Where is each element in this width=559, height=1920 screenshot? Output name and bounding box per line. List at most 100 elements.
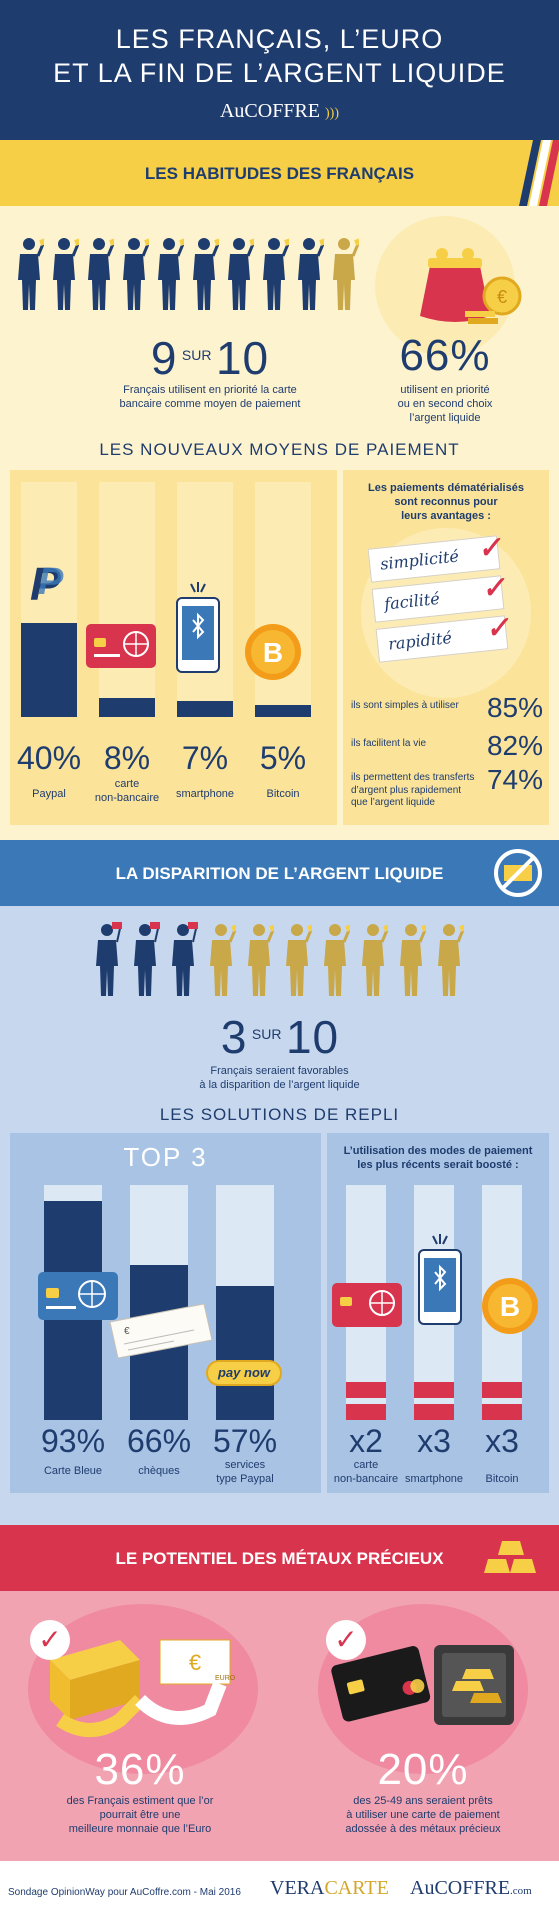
- boost-bar-value: x3: [417, 1423, 451, 1459]
- stat-9-sur-10: 9 SUR 10: [150, 332, 270, 384]
- checklist: simplicité ✓ facilité ✓ rapidité ✓: [343, 530, 549, 692]
- bar-fill: [177, 700, 233, 717]
- brand-arc-icon: ))): [325, 106, 340, 121]
- person-icon: [434, 922, 464, 996]
- bitcoin-icon-2: B: [482, 1278, 538, 1334]
- bar-fill: [255, 705, 311, 717]
- advantage-text: ils facilitent la vie: [351, 738, 427, 749]
- pay-now-button-icon: pay now: [206, 1360, 282, 1386]
- top3-title: TOP 3: [123, 1142, 208, 1172]
- bar-fill: [99, 698, 155, 717]
- top3-bar-fill: [216, 1286, 274, 1420]
- bar-label: non-bancaire: [94, 792, 160, 804]
- cheque-icon: €: [109, 1303, 213, 1359]
- stat-66-percent: 66%: [399, 331, 491, 380]
- boost-bar-segment: [346, 1404, 386, 1420]
- top3-bar-value: 57%: [212, 1423, 278, 1459]
- top3-bar-value: 93%: [40, 1423, 106, 1459]
- boost-bar-label: non-bancaire: [333, 1473, 399, 1485]
- stat-66-text-1: utilisent en priorité: [400, 384, 490, 396]
- check-badge-icon-2: ✓: [326, 1620, 366, 1660]
- advantage-value: 85%: [486, 692, 543, 723]
- checklist-item: rapidité ✓: [375, 610, 511, 663]
- people-row-9-of-10: [14, 236, 364, 316]
- section2-heading: LES NOUVEAUX MOYENS DE PAIEMENT: [99, 440, 460, 459]
- section1-body: 9 SUR 10 Français utilisent en priorité …: [0, 206, 559, 436]
- person-icon: [294, 236, 324, 310]
- section4-heading: LES SOLUTIONS DE REPLI: [159, 1105, 400, 1124]
- svg-text:€: €: [124, 1326, 130, 1337]
- bar-fill: [21, 623, 77, 717]
- advantages-title-1: Les paiements dématérialisés: [368, 482, 524, 494]
- bar-label: carte: [114, 778, 140, 790]
- boost-bar-segment: [346, 1382, 386, 1398]
- stat-36-percent: 36%: [94, 1745, 186, 1794]
- person-icon: [49, 236, 79, 310]
- boost-bar-value: x3: [485, 1423, 519, 1459]
- checklist-text: simplicité: [379, 546, 460, 574]
- person-icon: [130, 922, 160, 996]
- person-icon: [329, 236, 359, 310]
- svg-text:P: P: [30, 558, 61, 608]
- bar-value: 5%: [259, 740, 307, 776]
- check-badge-icon: ✓: [30, 1620, 70, 1660]
- checkmark-icon: ✓: [479, 570, 507, 606]
- section1-heading-band: LES HABITUDES DES FRANÇAIS: [0, 140, 559, 206]
- bar-track: [21, 482, 77, 717]
- section5-heading: LE POTENTIEL DES MÉTAUX PRÉCIEUX: [115, 1549, 444, 1568]
- boost-title-1: L’utilisation des modes de paiement: [343, 1145, 533, 1157]
- bitcoin-icon: B: [245, 624, 301, 680]
- section3-heading-band: LA DISPARITION DE L’ARGENT LIQUIDE: [0, 840, 559, 906]
- advantage-text: ils permettent des transferts d’argent p…: [351, 772, 475, 808]
- bar-value: 7%: [181, 740, 229, 776]
- section5-heading-band: LE POTENTIEL DES MÉTAUX PRÉCIEUX: [0, 1525, 559, 1591]
- person-icon: [168, 922, 198, 996]
- advantage-value: 82%: [486, 730, 543, 761]
- top3-bar-label: type Paypal: [216, 1473, 274, 1485]
- person-icon: [224, 236, 254, 310]
- boost-bar-segment: [414, 1382, 454, 1398]
- stat-9-sur-10-text: Français utilisent en priorité la carte …: [119, 384, 301, 410]
- stat-3-text-1: Français seraient favorables: [210, 1065, 349, 1077]
- svg-text:€: €: [497, 287, 507, 307]
- person-icon: [282, 922, 312, 996]
- stat-3-text-2: à la disparition de l’argent liquide: [199, 1079, 360, 1091]
- purse-icon: €: [420, 248, 522, 324]
- stat-3-sur-10: 3 SUR 10: [220, 1011, 340, 1063]
- black-card-safe-icon: [331, 1645, 514, 1725]
- credit-card-icon: [86, 624, 156, 668]
- header: LES FRANÇAIS, L’EURO ET LA FIN DE L’ARGE…: [0, 0, 559, 140]
- credit-card-icon-2: [332, 1283, 402, 1327]
- person-icon: [154, 236, 184, 310]
- svg-text:EURO: EURO: [215, 1675, 236, 1682]
- person-icon: [92, 922, 122, 996]
- french-flag-icon: [519, 140, 559, 206]
- top3-bar-label: Carte Bleue: [43, 1465, 103, 1477]
- svg-text:B: B: [500, 1291, 520, 1322]
- bar-track: [99, 482, 155, 717]
- boost-bar-segment: [414, 1404, 454, 1420]
- carte-bleue-icon: [38, 1272, 118, 1320]
- advantage-value: 74%: [486, 764, 543, 795]
- top3-bar-label: services: [224, 1459, 266, 1471]
- boost-bar-label: carte: [353, 1459, 379, 1471]
- bar-label: smartphone: [175, 788, 235, 800]
- stat-20-text-2: à utiliser une carte de paiement: [346, 1809, 500, 1821]
- bar-value: 8%: [103, 740, 151, 776]
- gold-bars-icon: [484, 1541, 536, 1573]
- gold-euro-armwrestle-icon: € EURO: [50, 1639, 236, 1737]
- person-icon: [358, 922, 388, 996]
- bar-label: Paypal: [32, 788, 66, 800]
- advantage-text: ils sont simples à utiliser: [351, 700, 459, 711]
- checklist-text: facilité: [383, 588, 441, 614]
- boost-bar-segment: [482, 1382, 522, 1398]
- aucoffre-logo: AuCOFFRE.com: [410, 1877, 532, 1899]
- person-icon: [119, 236, 149, 310]
- smartphone-icon-2: [418, 1234, 462, 1325]
- stat-36-text-2: pourrait être une: [99, 1809, 181, 1821]
- brand-logo: AuCOFFRE ))): [219, 100, 340, 122]
- person-icon: [14, 236, 44, 310]
- person-icon: [84, 236, 114, 310]
- footer-source: Sondage OpinionWay pour AuCoffre.com - M…: [8, 1887, 241, 1898]
- advantages-panel: Les paiements dématérialisés sont reconn…: [343, 470, 549, 825]
